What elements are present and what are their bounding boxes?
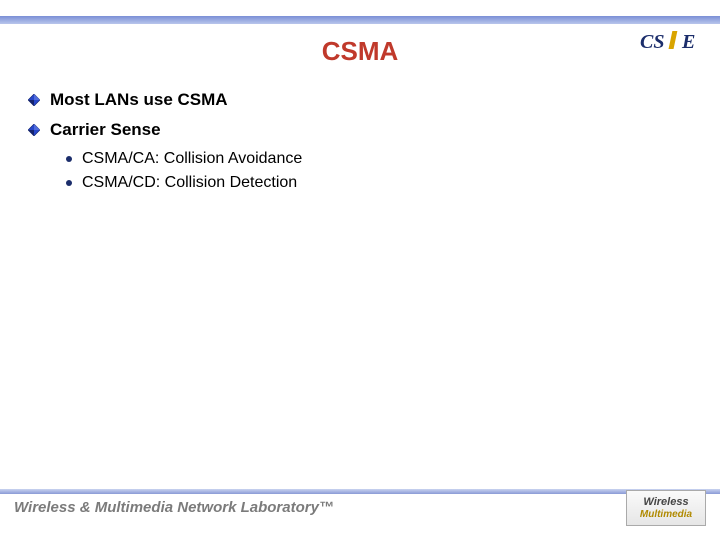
- wireless-multimedia-logo: Wireless Multimedia: [626, 490, 706, 526]
- sub-bullet-text: CSMA/CA: Collision Avoidance: [82, 150, 302, 168]
- top-divider-band: [0, 16, 720, 24]
- dot-bullet-icon: [66, 180, 72, 186]
- footer-text: Wireless & Multimedia Network Laboratory…: [14, 499, 334, 516]
- logo-bottom-line2: Multimedia: [640, 509, 692, 520]
- sub-bullet-item: CSMA/CA: Collision Avoidance: [66, 150, 680, 168]
- footer-divider-band: [0, 489, 720, 494]
- sub-bullet-text: CSMA/CD: Collision Detection: [82, 174, 297, 192]
- sub-bullet-list: CSMA/CA: Collision Avoidance CSMA/CD: Co…: [66, 150, 680, 192]
- logo-bottom-line1: Wireless: [643, 496, 688, 508]
- diamond-bullet-icon: [28, 94, 40, 106]
- dot-bullet-icon: [66, 156, 72, 162]
- slide-title: CSMA: [0, 36, 720, 67]
- content-area: Most LANs use CSMA Carrier Sense CSMA/CA…: [28, 90, 680, 198]
- bullet-text: Carrier Sense: [50, 120, 161, 140]
- bullet-item: Most LANs use CSMA: [28, 90, 680, 110]
- bullet-item: Carrier Sense: [28, 120, 680, 140]
- bullet-text: Most LANs use CSMA: [50, 90, 228, 110]
- sub-bullet-item: CSMA/CD: Collision Detection: [66, 174, 680, 192]
- diamond-bullet-icon: [28, 124, 40, 136]
